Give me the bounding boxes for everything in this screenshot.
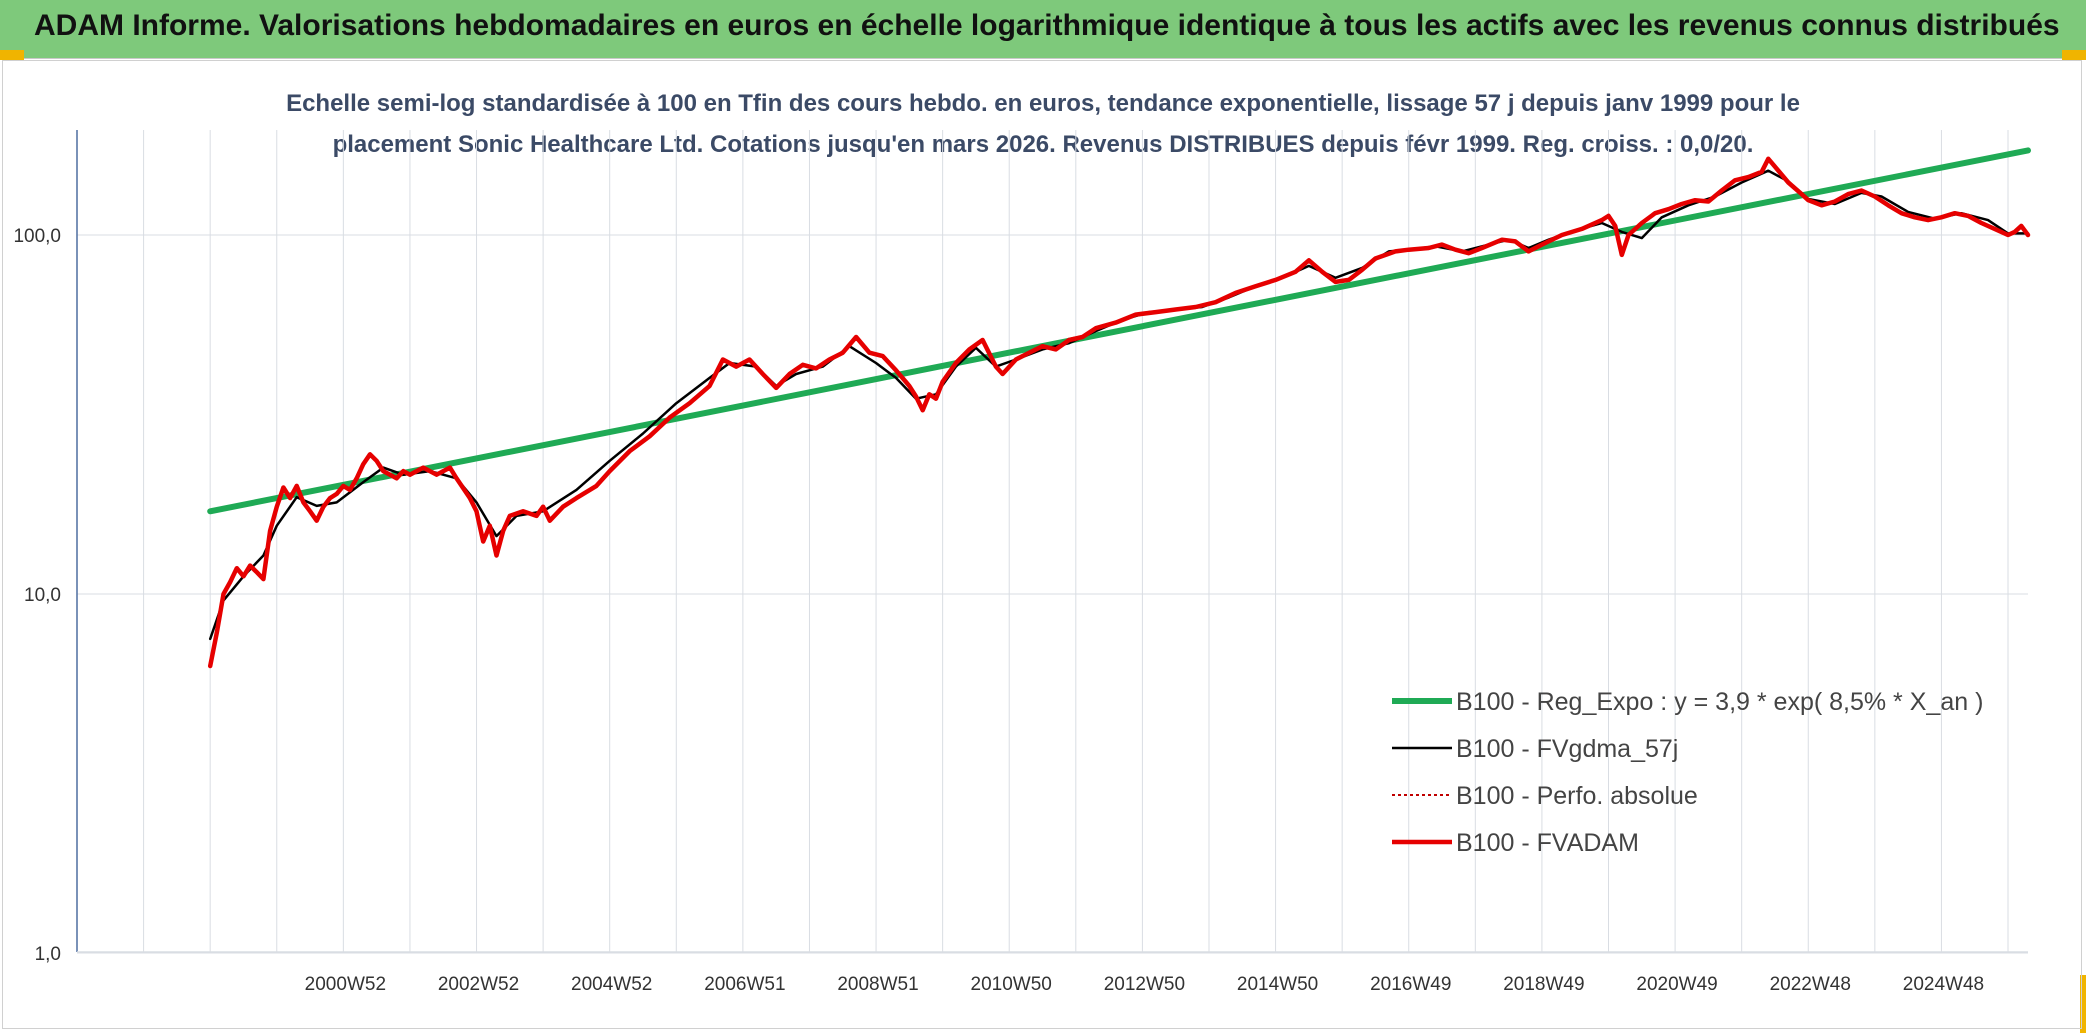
y-tick-label: 100,0 [13,226,61,247]
x-tick-label: 2008W51 [837,974,918,995]
legend-entry-label: B100 - Reg_Expo : y = 3,9 * exp( 8,5% * … [1456,688,1983,716]
x-tick-label: 2014W50 [1237,974,1318,995]
x-tick-label: 2018W49 [1503,974,1584,995]
series-line-fvadam [207,156,2031,669]
corner-marker-top-left [0,50,24,60]
x-tick-label: 2020W49 [1636,974,1717,995]
y-tick-label: 10,0 [24,585,61,606]
x-tick-label: 2024W48 [1903,974,1984,995]
series-line-smooth [208,169,2030,641]
x-tick-label: 2000W52 [305,974,386,995]
chart-frame [2,60,2082,1029]
legend-entry-label: B100 - FVgdma_57j [1456,735,1678,763]
chart-subtitle-line-2: placement Sonic Healthcare Ltd. Cotation… [333,131,1754,158]
x-tick-label: 2016W49 [1370,974,1451,995]
x-tick-label: 2022W48 [1770,974,1851,995]
chart-subtitle-line-1: Echelle semi-log standardisée à 100 en T… [286,90,1800,117]
legend-entry-label: B100 - FVADAM [1456,829,1639,857]
corner-marker-bottom-right [2080,975,2086,1033]
y-tick-label: 1,0 [35,944,61,965]
gridlines [77,130,2028,954]
legend-entry-label: B100 - Perfo. absolue [1456,782,1698,810]
x-tick-label: 2012W50 [1104,974,1185,995]
x-tick-label: 2006W51 [704,974,785,995]
x-tick-label: 2002W52 [438,974,519,995]
series-lines [207,147,2031,669]
series-line-trend [207,147,2031,515]
legend: B100 - Reg_Expo : y = 3,9 * exp( 8,5% * … [1392,688,1983,857]
report-banner: ADAM Informe. Valorisations hebdomadaire… [0,0,2086,59]
axes: 1,0 10,0 100,0 2000W52 2002W52 2004W52 2006W51… [13,130,2028,995]
x-tick-label: 2004W52 [571,974,652,995]
report-title: ADAM Informe. Valorisations hebdomadaire… [34,9,2060,42]
corner-marker-top-right [2062,50,2086,60]
x-tick-label: 2010W50 [971,974,1052,995]
